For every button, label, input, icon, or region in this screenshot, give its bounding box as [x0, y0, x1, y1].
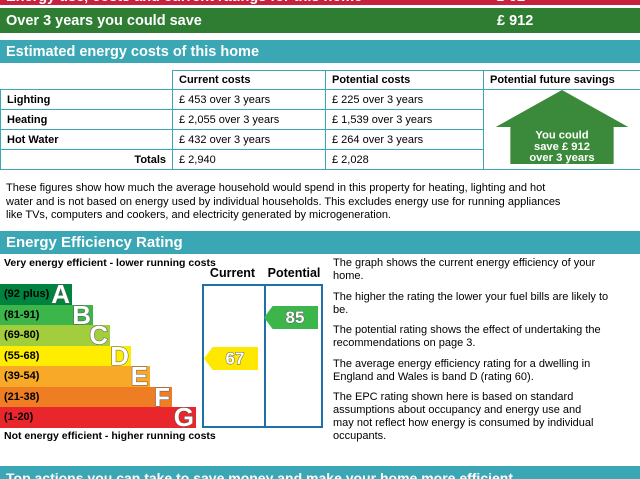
svg-text:You could: You could: [535, 130, 588, 142]
svg-text:save £ 912: save £ 912: [534, 141, 590, 153]
svg-text:over 3 years: over 3 years: [529, 152, 594, 164]
